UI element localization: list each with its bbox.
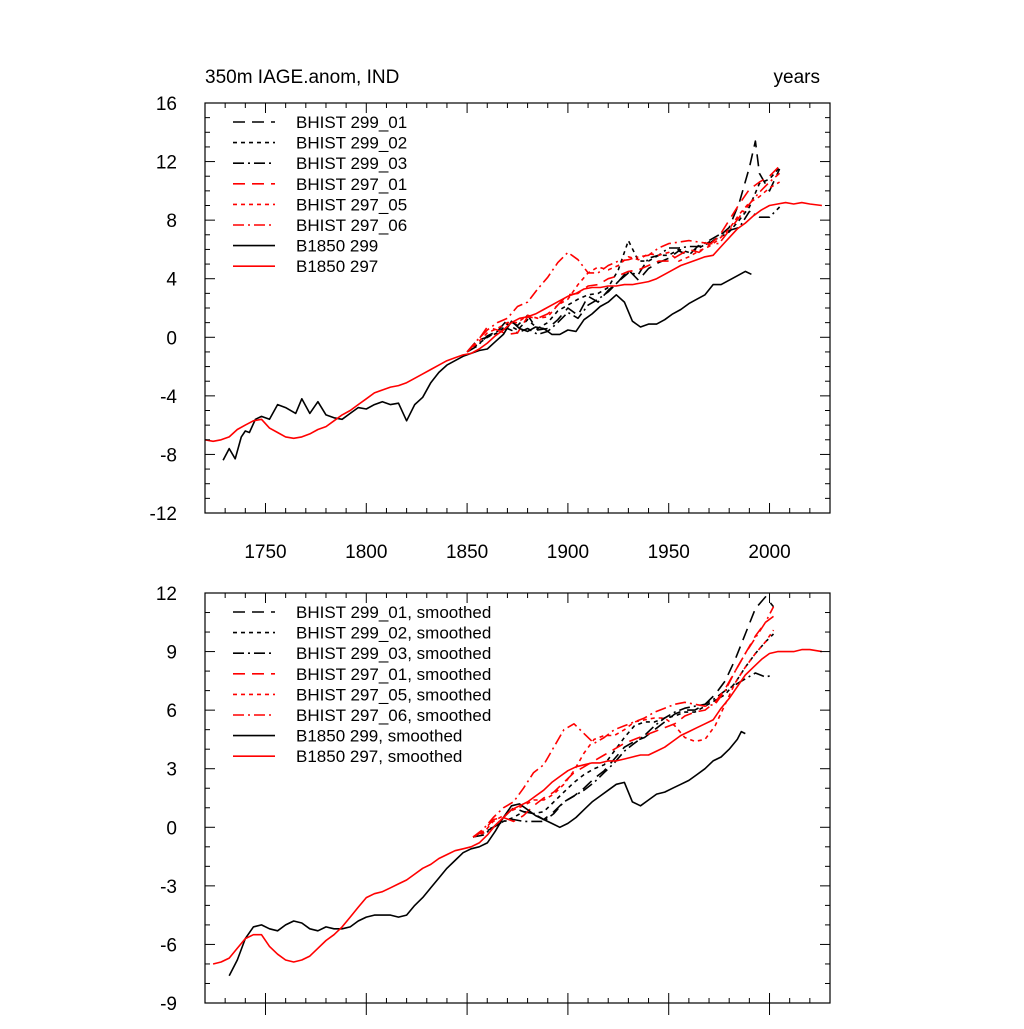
legend-label: BHIST 299_03, smoothed: [296, 644, 491, 663]
legend-label: BHIST 297_06: [296, 216, 407, 235]
y-tick-label: 0: [166, 328, 177, 349]
y-tick-label: 12: [156, 584, 177, 605]
legend-label: B1850 297, smoothed: [296, 747, 462, 766]
y-tick-label: -6: [160, 935, 177, 956]
y-tick-label: 6: [166, 701, 177, 722]
series-line-4: [472, 615, 774, 838]
legend-label: BHIST 297_01: [296, 175, 407, 194]
legend-label: BHIST 299_01: [296, 113, 407, 132]
legend: BHIST 299_01, smoothed BHIST 299_02, smoo…: [233, 603, 491, 766]
series-line-5: [466, 181, 780, 353]
series-line-3: [466, 206, 781, 353]
series-line-1: [472, 596, 775, 838]
legend-label: BHIST 297_06, smoothed: [296, 706, 491, 725]
series-line-8: [205, 201, 822, 443]
series-line-7: [222, 270, 752, 461]
series-line-2: [472, 633, 775, 838]
y-tick-label: -9: [160, 994, 177, 1015]
legend-label: BHIST 297_01, smoothed: [296, 665, 491, 684]
legend-label: B1850 299, smoothed: [296, 727, 462, 746]
x-tick-label: 2000: [748, 542, 790, 563]
series-line-6: [466, 172, 781, 353]
series-line-6: [472, 606, 775, 838]
y-tick-label: 9: [166, 643, 177, 664]
x-tick-label: 1750: [244, 542, 286, 563]
y-tick-label: -3: [160, 877, 177, 898]
chart-title: 350m IAGE.anom, IND: [205, 67, 399, 88]
series-group: [212, 596, 823, 977]
x-tick-label: 1800: [345, 542, 387, 563]
x-tick-label: 1950: [648, 542, 690, 563]
x-tick-label: 1900: [547, 542, 589, 563]
series-group: [205, 140, 822, 461]
y-tick-label: 0: [166, 818, 177, 839]
legend-label: BHIST 299_01, smoothed: [296, 603, 491, 622]
legend-label: B1850 297: [296, 257, 378, 276]
series-line-1: [466, 140, 781, 353]
y-tick-label: -12: [150, 504, 177, 525]
y-tick-label: 8: [166, 211, 177, 232]
y-tick-label: 16: [156, 94, 177, 115]
legend-label: BHIST 299_02: [296, 134, 407, 153]
plot-frame: [204, 592, 831, 1004]
legend-label: BHIST 299_03: [296, 154, 407, 173]
series-line-4: [466, 165, 781, 353]
series-line-5: [472, 629, 775, 838]
legend-label: BHIST 297_05, smoothed: [296, 685, 491, 704]
legend-label: BHIST 297_05: [296, 195, 407, 214]
series-line-7: [228, 730, 746, 977]
x-tick-label: 1850: [446, 542, 488, 563]
y-tick-label: -4: [160, 387, 177, 408]
y-tick-label: 12: [156, 153, 177, 174]
top-panel: 1750 1800 1850 1900 1950 2000 -12 -8 -4 0 4 8 12 16 35…: [150, 67, 831, 563]
y-tick-label: 4: [166, 270, 177, 291]
chart-units-label: years: [774, 67, 820, 88]
y-tick-label: -8: [160, 445, 177, 466]
series-line-3: [472, 672, 774, 838]
legend-label: B1850 299: [296, 237, 378, 256]
legend-label: BHIST 299_02, smoothed: [296, 624, 491, 643]
series-line-8: [212, 648, 823, 965]
y-tick-label: 3: [166, 760, 177, 781]
